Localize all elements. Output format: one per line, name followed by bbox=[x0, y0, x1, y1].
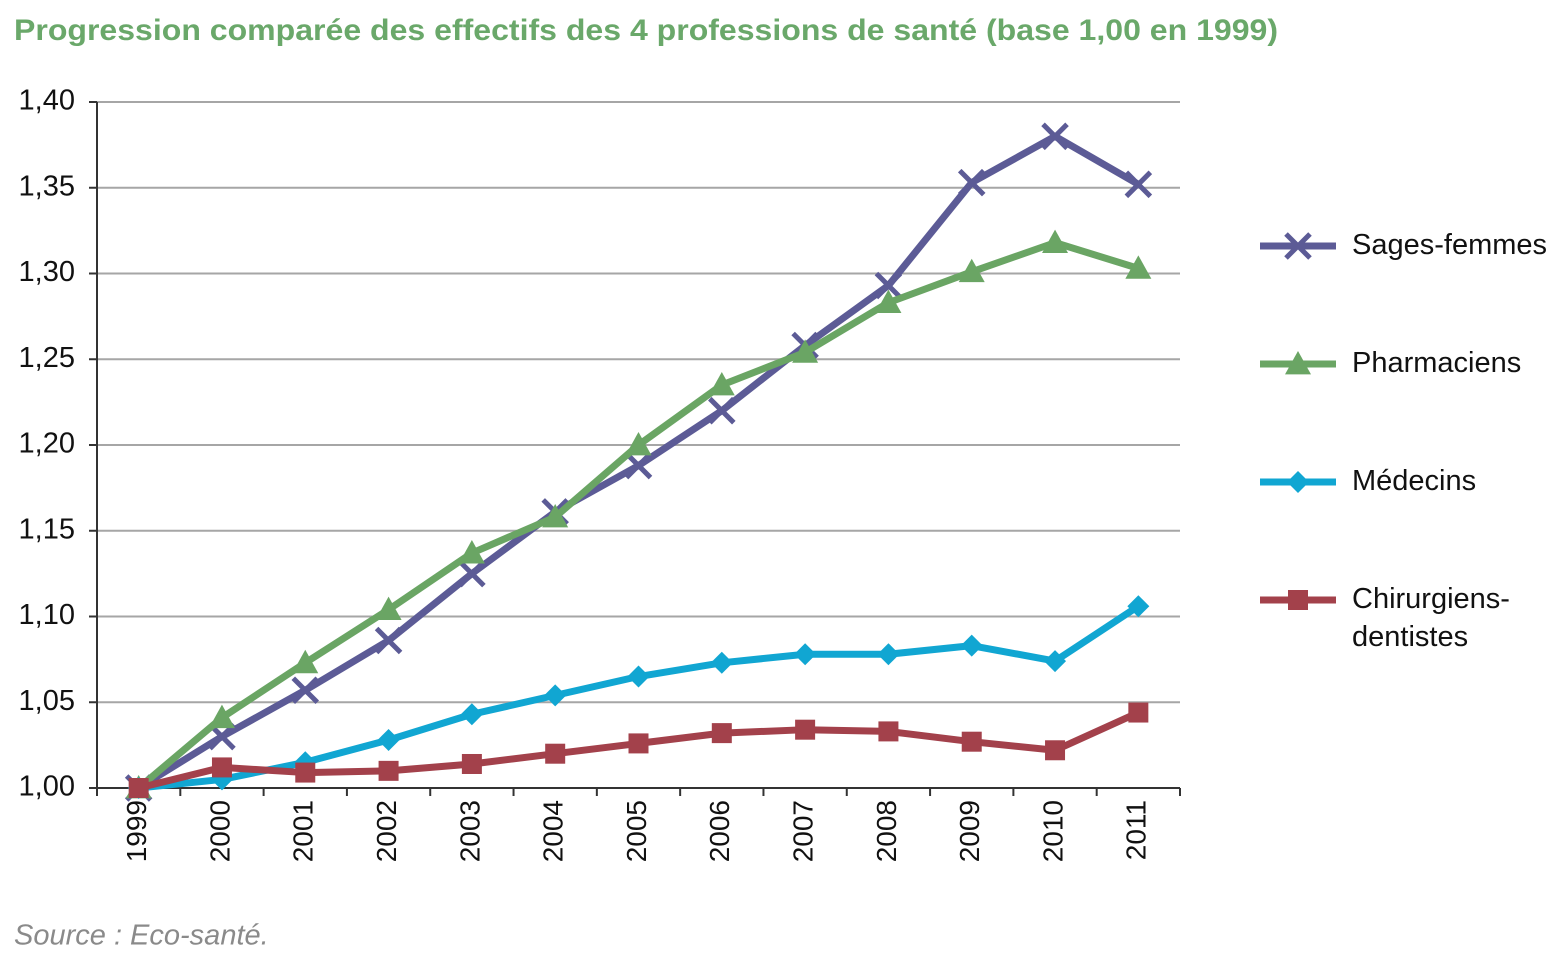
marker bbox=[625, 432, 652, 456]
legend-label: Chirurgiens-dentistes bbox=[1352, 583, 1510, 653]
y-tick-label: 1,20 bbox=[19, 428, 75, 460]
marker bbox=[792, 339, 819, 363]
marker bbox=[877, 643, 900, 666]
marker bbox=[460, 703, 483, 726]
marker bbox=[211, 757, 232, 778]
series bbox=[127, 595, 1150, 799]
legend-marker bbox=[1288, 590, 1308, 610]
x-tick-label: 2009 bbox=[954, 800, 985, 862]
marker bbox=[545, 743, 566, 764]
chart-title: Progression comparée des effectifs des 4… bbox=[14, 14, 1278, 47]
legend-marker bbox=[1285, 351, 1311, 375]
marker bbox=[377, 728, 400, 751]
legend-text-box: Pharmaciens bbox=[1352, 347, 1522, 379]
marker bbox=[957, 168, 986, 197]
x-tick-label: 2007 bbox=[788, 800, 819, 862]
marker bbox=[295, 762, 316, 783]
x-tick-label: 2001 bbox=[288, 800, 319, 862]
legend-text-box: Chirurgiens-dentistes bbox=[1352, 583, 1510, 653]
marker bbox=[1125, 255, 1152, 279]
x-tick-label: 2000 bbox=[204, 800, 235, 862]
marker bbox=[292, 649, 319, 674]
marker bbox=[374, 626, 403, 655]
legend-label: Médecins bbox=[1352, 465, 1477, 497]
y-tick-label: 1,35 bbox=[19, 170, 75, 202]
marker bbox=[960, 634, 983, 657]
marker bbox=[711, 723, 732, 744]
legend-marker bbox=[1287, 471, 1309, 493]
source-note: Source : Eco-santé. bbox=[14, 920, 269, 952]
y-tick-label: 1,15 bbox=[19, 513, 75, 545]
x-tick-label: 2010 bbox=[1037, 800, 1068, 862]
marker bbox=[874, 271, 903, 300]
marker bbox=[878, 721, 899, 742]
x-tick-label: 1999 bbox=[121, 800, 152, 862]
x-tick-label: 2008 bbox=[871, 800, 902, 862]
marker bbox=[1045, 740, 1066, 761]
marker bbox=[1041, 122, 1069, 151]
legend-item: Chirurgiens-dentistes bbox=[1260, 583, 1510, 653]
marker bbox=[1044, 650, 1067, 673]
marker bbox=[208, 704, 235, 729]
series bbox=[125, 229, 1152, 799]
marker bbox=[624, 451, 653, 480]
marker bbox=[875, 289, 902, 314]
marker bbox=[128, 778, 149, 798]
marker bbox=[544, 684, 567, 707]
x-tick-label: 2005 bbox=[621, 800, 652, 862]
marker bbox=[461, 753, 482, 774]
y-tick-label: 1,10 bbox=[19, 599, 75, 631]
legend-text-box: Médecins bbox=[1352, 465, 1477, 497]
marker bbox=[958, 258, 985, 283]
marker bbox=[542, 504, 569, 528]
x-tick-label: 2002 bbox=[371, 800, 402, 862]
series-line bbox=[136, 239, 1140, 791]
y-tick-label: 1,40 bbox=[19, 85, 75, 117]
y-tick-label: 1,00 bbox=[19, 771, 75, 803]
x-tick-label: 2011 bbox=[1121, 800, 1152, 860]
marker bbox=[458, 540, 485, 564]
x-tick-label: 2006 bbox=[704, 800, 735, 862]
marker bbox=[795, 719, 816, 740]
marker bbox=[961, 731, 982, 752]
marker bbox=[378, 760, 399, 781]
marker bbox=[1042, 229, 1069, 254]
legend-marker bbox=[1284, 232, 1312, 260]
x-tick-label: 2003 bbox=[454, 800, 485, 862]
marker bbox=[1127, 595, 1150, 618]
legend-text-box: Sages-femmes bbox=[1352, 229, 1548, 261]
marker bbox=[794, 643, 817, 666]
series bbox=[124, 122, 1153, 802]
marker bbox=[1124, 170, 1153, 199]
marker bbox=[628, 733, 649, 754]
series bbox=[128, 702, 1149, 798]
y-tick-label: 1,25 bbox=[19, 342, 75, 374]
legend-label: Sages-femmes bbox=[1352, 229, 1548, 261]
legend-item: Sages-femmes bbox=[1260, 229, 1548, 261]
x-tick-label: 2004 bbox=[538, 800, 569, 862]
legend-item: Médecins bbox=[1260, 465, 1477, 497]
y-tick-label: 1,30 bbox=[19, 256, 75, 288]
y-tick-label: 1,05 bbox=[19, 685, 75, 717]
marker bbox=[458, 559, 486, 588]
marker bbox=[627, 665, 650, 688]
legend-item: Pharmaciens bbox=[1260, 347, 1522, 379]
marker bbox=[375, 596, 402, 621]
legend-label: Pharmaciens bbox=[1352, 347, 1522, 379]
marker bbox=[708, 396, 736, 425]
marker bbox=[291, 676, 320, 705]
marker bbox=[1128, 702, 1149, 723]
marker bbox=[708, 371, 735, 396]
marker bbox=[710, 651, 733, 674]
